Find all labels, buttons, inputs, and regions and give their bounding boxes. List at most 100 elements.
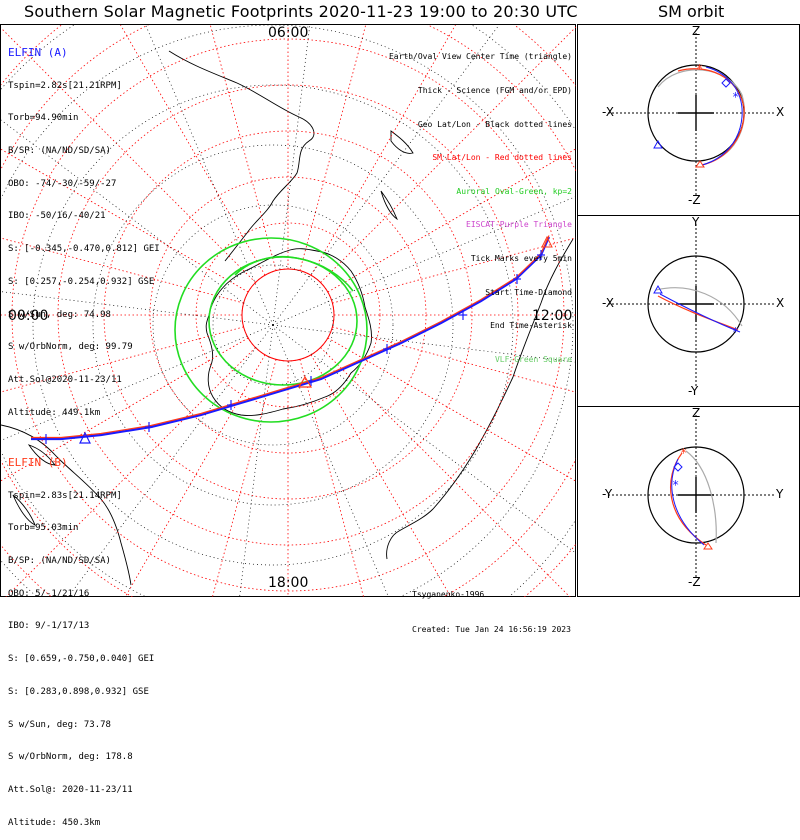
orbit-b [677,68,745,166]
elfin-a-line: IBO: -50/16/-40/21 [8,211,106,222]
end-asterisk: * [672,478,679,492]
axis-label-top: Y [692,215,700,229]
eiscat-triangle [541,235,553,248]
elfin-a-info: ELFIN (A) Tspin=2.82s[21.21RPM] Torb=94.… [8,26,160,430]
created-timestamp: Created: Tue Jan 24 16:56:19 2023 [412,624,571,634]
elfin-b-line: Torb=95.03min [8,523,79,534]
geo-lat-circle [1,25,574,597]
sm-orbit-title: SM orbit [658,2,725,21]
end-triangle [703,542,713,550]
continent-outlines [1,50,574,586]
auroral-oval-arc [234,255,354,292]
axis-label-top: Z [692,24,701,38]
elfin-a-line: Altitude: 449.1km [8,407,101,418]
elfin-a-line: S: [0.257,-0.254,0.932] GSE [8,276,155,287]
axis-label-bottom: -Y [688,384,699,398]
sm-lon-line [320,347,571,597]
elfin-b-line: S w/Sun, deg: 73.78 [8,719,111,730]
sm-lon-line [209,25,277,271]
axis-label-bottom: -Z [688,575,701,589]
legend-item: VLF-Green Square [494,354,572,364]
elfin-b-line: OBO: 5/-1/21/16 [8,588,90,599]
legend-item: Start Time-Diamond [485,287,572,297]
elfin-b-line: B/SP: (NA/ND/SD/SA) [8,555,111,566]
start-triangle [653,284,663,294]
sm-lat-circle [195,222,381,408]
elfin-b-line: Tspin=2.83s[21.14RPM] [8,490,122,501]
end-asterisk: * [732,90,739,104]
mlt-label-right: 12:00 [532,308,573,324]
legend-item: Tick Marks every 5min [470,254,572,264]
axis-label-right: X [776,296,785,310]
end-asterisk: * [696,62,703,76]
elfin-b-line: Att.Sol@: 2020-11-23/11 [8,785,133,795]
legend-item: Thick - Science (FGM and/or EPD) [417,86,572,96]
legend-item: EISCAT-Purple Triangle [466,220,572,230]
elfin-b-line: IBO: 9/-1/17/13 [8,621,90,632]
auroral-oval-inner [208,256,358,386]
orbit-plot-xy: * [608,224,774,386]
elfin-a-line: OBO: -74/-30/-59/-27 [8,178,117,189]
geo-latlon-grid [1,25,576,597]
sm-orbit-panel-yz: * * Z -Z -Y Y [577,406,800,597]
island-outline [380,190,398,221]
island-outline [27,444,56,466]
sm-lon-line [310,354,452,597]
footprint-tracks [31,235,551,444]
elfin-a-header: ELFIN (A) [8,45,68,59]
island-outline [390,130,414,154]
orbit-a [659,293,741,333]
mlt-label-bottom: 18:00 [268,575,309,591]
axis-label-top: Z [692,406,701,420]
axis-label-right: Y [776,487,784,501]
footprint-map-panel [0,24,576,597]
start-triangle [653,139,663,149]
geo-lat-circle [212,264,334,386]
elfin-a-line: Torb=94.90min [8,113,79,124]
geo-lat-circle [32,84,514,566]
model-credit: Tsyganenko-1996 [412,590,485,599]
auroral-ovals [174,237,368,423]
elfin-a-line: S: [-0.345,-0.470,0.812] GEI [8,244,160,255]
end-asterisk: * [680,446,687,460]
axis-label-left: -Y [602,487,613,501]
geo-lat-circle [92,144,454,506]
mlt-label-left: 00:00 [8,308,49,324]
elfin-b-info: ELFIN (B) Tspin=2.83s[21.14RPM] Torb=95.… [8,436,154,840]
sm-lon-line [299,359,364,597]
footprint-map [1,25,576,597]
sm-latlon-grid [1,25,576,597]
legend-item: Earth/Oval View Center Time (triangle) [388,52,572,62]
elfin-b-line: Altitude: 450.3km [8,817,101,828]
orbit-a [701,66,743,166]
elfin-a-line: B/SP: (NA/ND/SD/SA) [8,145,111,156]
plot-title: Southern Solar Magnetic Footprints 2020-… [24,2,578,21]
sm-lon-line [299,25,367,271]
orbit-plot-yz: * * [608,415,774,577]
legend-item: Geo Lat/Lon - Black dotted lines [417,119,572,129]
legend-item: SM Lat/Lon - Red dotted lines [432,153,572,163]
elfin-b-line: S: [0.283,0.898,0.932] GSE [8,686,149,697]
island-outline [12,494,36,526]
geo-lat-circle [152,204,394,446]
axis-label-bottom: -Z [688,193,701,207]
elfin-a-line: S w/OrbNorm, deg: 99.79 [8,342,133,353]
credits: Tsyganenko-1996 Created: Tue Jan 24 16:5… [412,566,571,647]
mlt-label-top: 06:00 [268,25,309,41]
axis-label-left: -X [602,296,614,310]
end-asterisk: * [732,325,739,339]
geo-lon-line [272,25,311,326]
sm-orbit-panel-xy: * Y -Y -X X [577,215,800,407]
elfin-b-line: S: [0.659,-0.750,0.040] GEI [8,654,155,665]
auroral-oval-outer [174,237,368,423]
legend-item: Auroral Oval-Green, kp=2 [456,186,572,196]
orbit-a [671,458,705,546]
orbit-gray [655,287,743,327]
end-triangle [695,160,705,168]
start-diamond [673,462,683,472]
eiscat-triangle [79,431,91,444]
elfin-a-line: Tspin=2.82s[21.21RPM] [8,80,122,91]
track-elfin-b [31,235,550,439]
africa-outline [386,238,574,560]
view-center-triangle [297,375,313,388]
